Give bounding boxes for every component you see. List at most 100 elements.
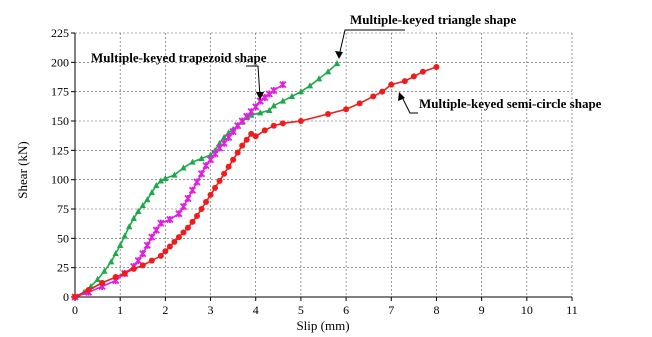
data-point — [216, 139, 223, 146]
data-point — [198, 206, 205, 212]
data-point — [171, 238, 178, 245]
data-point — [144, 196, 151, 203]
data-point — [239, 142, 246, 149]
x-tick-label: 7 — [388, 303, 394, 317]
data-point — [157, 177, 165, 184]
y-tick-label: 50 — [57, 231, 69, 245]
data-point — [266, 106, 273, 114]
annotation-arrow-line — [400, 94, 418, 114]
data-point — [121, 270, 128, 277]
data-point — [410, 73, 417, 80]
data-point — [212, 184, 219, 191]
data-point — [433, 64, 440, 71]
annotation-arrow-head — [256, 92, 264, 100]
x-tick-label: 0 — [72, 303, 78, 317]
data-point — [180, 229, 187, 236]
data-point — [193, 178, 201, 186]
data-point — [234, 149, 241, 156]
data-point — [112, 250, 119, 257]
data-point — [202, 161, 210, 170]
series-trapezoid — [71, 80, 287, 301]
data-point — [135, 207, 142, 214]
x-tick-label: 4 — [253, 303, 259, 317]
data-point — [270, 102, 277, 109]
data-point — [126, 223, 133, 230]
data-point — [179, 203, 188, 211]
data-point — [130, 214, 137, 221]
annotation-label: Multiple-keyed semi-circle shape — [419, 96, 602, 111]
tick-labels: 0 1 2 3 4 5 6 7 8 9 10 11 0 25 50 75 100 125 150 175 200 225 — [51, 26, 578, 317]
annotation-triangle: Multiple-keyed triangle shape — [335, 12, 516, 59]
data-point — [166, 243, 173, 250]
series-semicircle — [72, 64, 440, 300]
annotation-semicircle: Multiple-keyed semi-circle shape — [398, 92, 602, 114]
data-point — [297, 88, 305, 95]
data-point — [279, 80, 287, 89]
data-point — [148, 189, 156, 196]
data-point — [101, 267, 108, 274]
data-point — [175, 210, 183, 218]
data-point — [193, 213, 200, 220]
data-point — [188, 186, 197, 194]
data-point — [203, 198, 210, 205]
annotations-layer: Multiple-keyed triangle shape Multiple-ke… — [91, 12, 602, 114]
y-axis-label: Shear (kN) — [15, 141, 30, 198]
y-tick-label: 200 — [51, 55, 69, 69]
y-tick-label: 25 — [57, 261, 69, 275]
data-point — [148, 233, 156, 241]
data-point — [152, 226, 160, 234]
data-point — [157, 252, 164, 259]
data-point — [153, 182, 160, 189]
data-point — [388, 81, 395, 88]
data-point — [324, 68, 332, 75]
x-tick-label: 3 — [208, 303, 214, 317]
data-point — [243, 136, 250, 143]
data-point — [157, 219, 165, 227]
data-point — [297, 118, 304, 124]
data-point — [370, 93, 377, 100]
data-point — [139, 249, 147, 258]
data-point — [211, 150, 219, 158]
data-point — [229, 127, 237, 136]
data-point — [162, 248, 169, 255]
y-tick-label: 150 — [51, 114, 69, 128]
annotation-label: Multiple-keyed triangle shape — [350, 12, 516, 27]
data-point — [72, 294, 78, 300]
data-point — [419, 68, 426, 75]
y-tick-label: 0 — [63, 290, 69, 304]
data-point — [206, 156, 215, 164]
data-point — [225, 163, 232, 170]
x-tick-label: 9 — [479, 303, 485, 317]
data-point — [130, 265, 137, 272]
annotation-arrow-line — [246, 65, 261, 98]
data-point — [189, 158, 196, 165]
axes — [71, 32, 573, 301]
data-point — [134, 256, 142, 265]
data-point — [315, 75, 323, 82]
data-point — [288, 92, 296, 99]
x-tick-label: 5 — [298, 303, 304, 317]
data-point — [279, 97, 287, 104]
data-point — [94, 275, 101, 282]
data-point — [207, 191, 214, 198]
series-line-triangle — [74, 62, 338, 298]
data-point — [112, 274, 119, 281]
data-point — [162, 174, 169, 182]
data-point — [180, 164, 187, 171]
data-point — [184, 224, 191, 231]
data-point — [257, 109, 264, 116]
data-point — [121, 232, 128, 239]
data-point — [85, 286, 92, 293]
x-tick-label: 8 — [433, 303, 439, 317]
data-point — [139, 262, 146, 269]
data-point — [107, 258, 115, 265]
data-point — [270, 122, 277, 129]
x-tick-label: 10 — [521, 303, 533, 317]
data-point — [116, 241, 124, 248]
x-tick-label: 2 — [162, 303, 168, 317]
annotation-trapezoid: Multiple-keyed trapezoid shape — [91, 50, 267, 100]
y-tick-label: 225 — [51, 26, 69, 40]
data-point — [306, 82, 314, 89]
annotation-arrow-head — [398, 92, 405, 101]
